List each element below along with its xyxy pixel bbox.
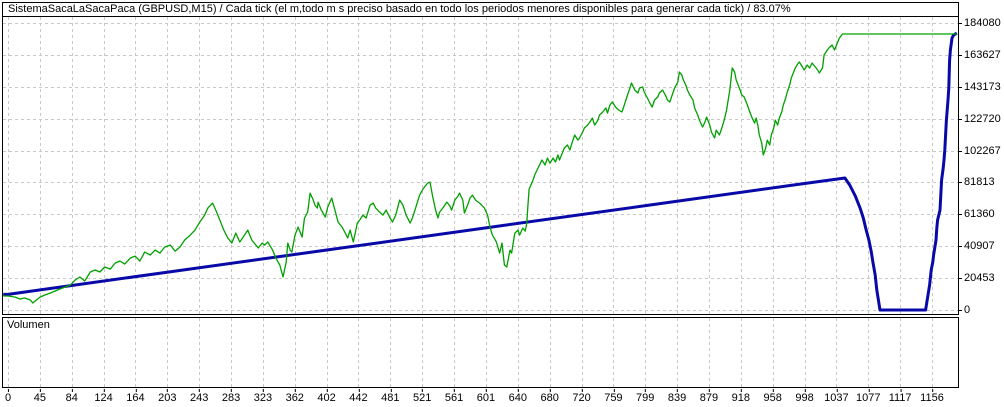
y-axis-label: 61360 — [958, 208, 995, 221]
x-axis-label: 998 — [795, 389, 814, 404]
x-axis-label: 839 — [667, 389, 687, 404]
x-axis-label: 0 — [4, 389, 12, 404]
x-axis-label: 362 — [285, 389, 304, 404]
x-axis-label: 402 — [317, 389, 336, 404]
x-axis-label: 84 — [65, 389, 78, 404]
x-axis-label: 323 — [253, 389, 273, 404]
x-axis-label: 561 — [444, 389, 464, 404]
balance-equity-chart — [3, 17, 958, 314]
x-axis-label: 640 — [508, 389, 527, 404]
balance-chart-panel[interactable]: SistemaSacaLaSacaPaca (GBPUSD,M15) / Cad… — [2, 2, 959, 315]
x-axis-label: 45 — [33, 389, 46, 404]
x-axis-label: 203 — [158, 389, 177, 404]
volume-panel-label: Volumen — [7, 319, 52, 331]
x-axis-label: 442 — [349, 389, 368, 404]
y-axis-label: 40907 — [958, 240, 995, 253]
x-axis-label: 680 — [540, 389, 559, 404]
x-axis-label: 164 — [126, 389, 145, 404]
x-axis-label: 283 — [221, 389, 241, 404]
x-axis-label: 1156 — [920, 389, 944, 404]
x-axis-label: 799 — [636, 389, 655, 404]
x-axis-label: 1037 — [824, 389, 849, 404]
x-axis-label: 879 — [699, 389, 719, 404]
x-axis-label: 124 — [94, 389, 113, 404]
x-axis-label: 720 — [572, 389, 591, 404]
balance-plot-area[interactable] — [3, 17, 958, 314]
y-axis-label: 163627 — [958, 48, 1001, 61]
chart-title: SistemaSacaLaSacaPaca (GBPUSD,M15) / Cad… — [3, 3, 958, 17]
equity-line — [3, 33, 957, 304]
y-axis-label: 143173 — [958, 80, 1001, 93]
x-axis-label: 918 — [731, 389, 750, 404]
x-axis-label: 958 — [763, 389, 782, 404]
x-axis-label: 601 — [476, 389, 496, 404]
x-axis-label: 759 — [604, 389, 623, 404]
balance-line — [3, 31, 958, 312]
volume-panel[interactable]: Volumen — [2, 317, 959, 388]
y-axis-label: 81813 — [958, 176, 995, 189]
x-axis-label: 521 — [413, 389, 432, 404]
y-axis-label: 122720 — [958, 112, 1001, 125]
x-axis-label: 481 — [381, 389, 400, 404]
x-axis-label: 1077 — [856, 389, 881, 404]
x-axis-label: 1117 — [888, 389, 912, 404]
y-axis-label: 184080 — [958, 17, 1001, 29]
x-axis: 0 45 84 124 164 203 243 283 323 362 402 442 481 521 56… — [2, 389, 959, 406]
y-axis-label: 102267 — [958, 144, 1001, 157]
y-axis-label: 0 — [957, 304, 971, 316]
x-axis-label: 243 — [189, 389, 209, 404]
volume-chart — [8, 318, 933, 387]
y-axis-label: 20453 — [958, 272, 995, 285]
